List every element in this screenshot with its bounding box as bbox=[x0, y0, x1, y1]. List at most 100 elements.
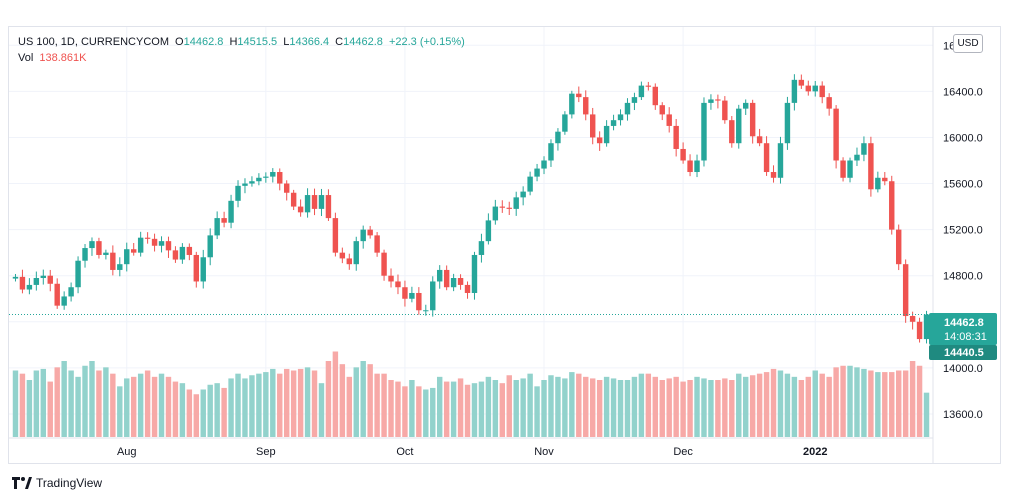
volume-bar bbox=[346, 376, 353, 437]
volume-bar bbox=[144, 370, 151, 437]
candle-body bbox=[416, 292, 422, 311]
volume-bar bbox=[325, 361, 332, 437]
volume-bar bbox=[54, 367, 60, 437]
volume-legend: Vol 138.861K bbox=[18, 52, 89, 64]
candle-body bbox=[186, 246, 193, 255]
volume-bar bbox=[812, 370, 818, 437]
candle-body bbox=[200, 257, 206, 282]
candle-body bbox=[402, 287, 408, 299]
last-price-tag bbox=[929, 313, 997, 345]
volume-label: Vol bbox=[18, 52, 34, 64]
candle-body bbox=[283, 183, 290, 193]
volume-bar bbox=[701, 378, 707, 437]
tradingview-logo[interactable]: TradingView bbox=[12, 476, 102, 490]
volume-bar bbox=[645, 373, 652, 437]
volume-bar bbox=[638, 373, 645, 437]
candle-body bbox=[367, 229, 373, 236]
volume-bar bbox=[270, 368, 276, 437]
candle-body bbox=[610, 120, 617, 126]
volume-bar bbox=[652, 376, 659, 437]
volume-bar bbox=[889, 372, 895, 437]
candle-body bbox=[12, 276, 19, 279]
candle-body bbox=[130, 249, 137, 253]
y-tick-label: 15600.0 bbox=[943, 179, 983, 191]
volume-bar bbox=[499, 383, 506, 437]
candle-body bbox=[596, 137, 603, 144]
candle-body bbox=[47, 275, 53, 284]
candle-body bbox=[527, 176, 533, 192]
volume-bar bbox=[513, 380, 519, 437]
candle-body bbox=[617, 114, 624, 121]
symbol-label[interactable]: US 100, 1D, CURRENCYCOM bbox=[18, 36, 169, 48]
candle-body bbox=[889, 181, 895, 230]
volume-bar bbox=[805, 376, 812, 437]
candle-body bbox=[172, 250, 179, 260]
candle-body bbox=[89, 241, 95, 249]
volume-bar bbox=[277, 373, 283, 437]
volume-bar bbox=[541, 380, 547, 437]
candle-body bbox=[485, 220, 492, 242]
candle-body bbox=[297, 206, 304, 213]
volume-bar bbox=[179, 383, 186, 437]
candle-body bbox=[214, 218, 220, 236]
y-tick-label: 15200.0 bbox=[943, 225, 983, 237]
volume-bar bbox=[882, 372, 888, 437]
candle-body bbox=[791, 79, 798, 103]
candle-body bbox=[82, 248, 88, 261]
volume-value: 138.861K bbox=[39, 52, 87, 64]
volume-bar bbox=[283, 368, 290, 437]
tradingview-logo-icon bbox=[12, 477, 32, 489]
volume-bar bbox=[736, 373, 742, 437]
candle-body bbox=[381, 252, 387, 276]
candle-body bbox=[583, 97, 589, 115]
candle-body bbox=[715, 99, 721, 101]
volume-bar bbox=[311, 370, 318, 437]
candle-body bbox=[722, 100, 728, 121]
candle-body bbox=[33, 278, 40, 285]
volume-bar bbox=[96, 370, 102, 437]
volume-bar bbox=[576, 373, 582, 437]
candle-body bbox=[430, 281, 436, 311]
volume-bar bbox=[26, 380, 33, 437]
candle-body bbox=[193, 254, 200, 282]
volume-bar bbox=[430, 387, 436, 437]
candle-body bbox=[339, 252, 346, 259]
x-tick-label: Dec bbox=[673, 446, 693, 458]
volume-bar bbox=[777, 370, 784, 437]
y-tick-label: 14000.0 bbox=[943, 363, 983, 375]
candlesticks bbox=[12, 74, 930, 344]
volume-bars bbox=[12, 351, 930, 437]
volume-bar bbox=[659, 380, 665, 437]
candle-body bbox=[631, 97, 638, 103]
candle-body bbox=[638, 85, 645, 98]
volume-bar bbox=[221, 387, 227, 437]
candle-body bbox=[673, 125, 679, 149]
volume-bar bbox=[562, 378, 568, 437]
currency-button[interactable]: USD bbox=[953, 34, 983, 53]
y-tick-label: 14800.0 bbox=[943, 271, 983, 283]
candle-body bbox=[277, 172, 283, 184]
candle-body bbox=[729, 120, 735, 144]
candle-body bbox=[840, 160, 846, 178]
candle-body bbox=[895, 229, 902, 265]
candle-body bbox=[812, 85, 818, 92]
candle-body bbox=[576, 93, 582, 98]
volume-bar bbox=[478, 381, 485, 437]
candle-body bbox=[770, 172, 777, 178]
candle-body bbox=[144, 237, 151, 239]
volume-bar bbox=[117, 386, 123, 437]
candle-body bbox=[26, 284, 33, 290]
ohlc-legend: US 100, 1D, CURRENCYCOM O14462.8 H14515.… bbox=[18, 36, 468, 48]
candle-body bbox=[624, 102, 631, 115]
candle-body bbox=[311, 195, 318, 209]
volume-bar bbox=[103, 367, 109, 437]
x-tick-label: Sep bbox=[256, 446, 276, 458]
x-tick-label: 2022 bbox=[803, 446, 827, 458]
candle-body bbox=[409, 292, 415, 299]
candle-body bbox=[833, 108, 839, 161]
volume-bar bbox=[583, 376, 589, 437]
candle-body bbox=[464, 284, 471, 293]
volume-bar bbox=[381, 373, 387, 437]
volume-bar bbox=[603, 376, 610, 437]
